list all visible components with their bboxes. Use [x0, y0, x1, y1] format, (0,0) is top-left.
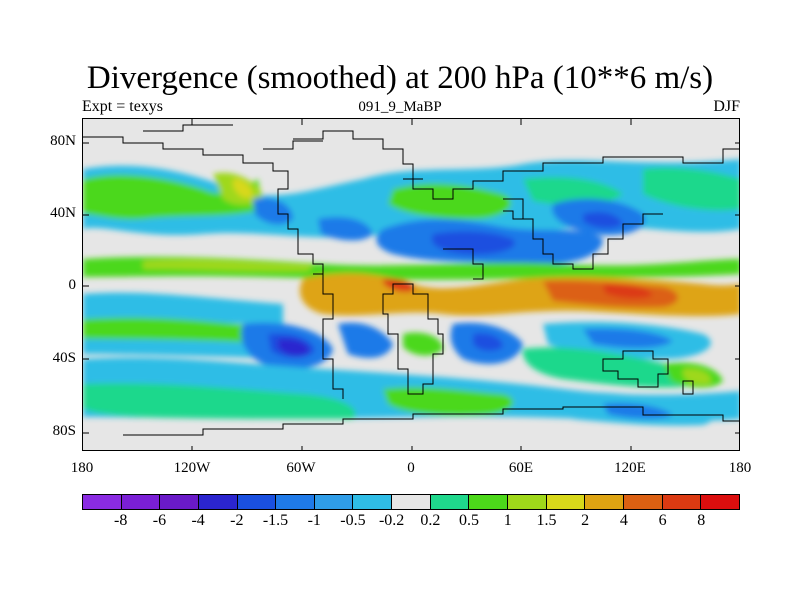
- colorbar-box: [585, 495, 624, 509]
- colorbar: [82, 494, 740, 510]
- colorbar-box: [430, 495, 470, 509]
- colorbar-box: [469, 495, 509, 509]
- plot-title: Divergence (smoothed) at 200 hPa (10**6 …: [86, 60, 714, 96]
- colorbar-box: [314, 495, 354, 509]
- y-tick-label-40s: 40S: [52, 350, 76, 366]
- y-tick-label-40n: 40N: [50, 205, 76, 221]
- colorbar-label: 1: [503, 512, 512, 529]
- colorbar-label: 1.5: [536, 512, 557, 529]
- colorbar-box: [353, 495, 393, 509]
- colorbar-label: -1: [307, 512, 321, 529]
- axis-ticks: [83, 119, 739, 450]
- colorbar-label: -6: [152, 512, 167, 529]
- colorbar-box: [121, 495, 161, 509]
- colorbar-box: [623, 495, 663, 509]
- colorbar-label: 8: [697, 512, 706, 529]
- colorbar-box: [392, 495, 431, 509]
- x-tick-label-180e: 180: [728, 460, 752, 476]
- colorbar-label: -0.5: [340, 512, 366, 529]
- y-tick-label-80n: 80N: [50, 133, 76, 149]
- x-tick-label-120e: 120E: [614, 460, 646, 476]
- divergence-map: [82, 118, 740, 451]
- y-tick-label-80s: 80S: [52, 423, 76, 439]
- colorbar-box: [546, 495, 586, 509]
- colorbar-box: [237, 495, 277, 509]
- colorbar-label: 0.5: [459, 512, 480, 529]
- colorbar-box: [701, 495, 739, 509]
- y-tick-label-0: 0: [68, 277, 77, 293]
- colorbar-box: [83, 495, 122, 509]
- colorbar-label: -2: [230, 512, 244, 529]
- colorbar-label: 4: [619, 512, 628, 529]
- x-tick-label-60w: 60W: [286, 460, 316, 476]
- colorbar-box: [662, 495, 702, 509]
- colorbar-label: -1.5: [262, 512, 289, 529]
- colorbar-box: [198, 495, 238, 509]
- map-field: [83, 119, 739, 450]
- x-tick-label-180w: 180: [70, 460, 94, 476]
- coastlines: [83, 124, 739, 436]
- colorbar-label: 0.2: [420, 512, 441, 529]
- x-tick-label-120w: 120W: [173, 460, 211, 476]
- colorbar-box: [160, 495, 199, 509]
- colorbar-box: [508, 495, 547, 509]
- experiment-label: Expt = texys: [82, 98, 164, 115]
- colorbar-label: -4: [191, 512, 205, 529]
- colorbar-box: [276, 495, 315, 509]
- season-label: DJF: [713, 98, 740, 115]
- colorbar-label: 2: [581, 512, 590, 529]
- contour-fill: [83, 159, 739, 426]
- x-tick-label-0: 0: [407, 460, 415, 476]
- run-label: 091_9_MaBP: [358, 99, 442, 115]
- colorbar-label: -0.2: [378, 512, 405, 529]
- x-tick-label-60e: 60E: [508, 460, 534, 476]
- colorbar-label: -8: [114, 512, 128, 529]
- colorbar-label: 6: [658, 512, 667, 529]
